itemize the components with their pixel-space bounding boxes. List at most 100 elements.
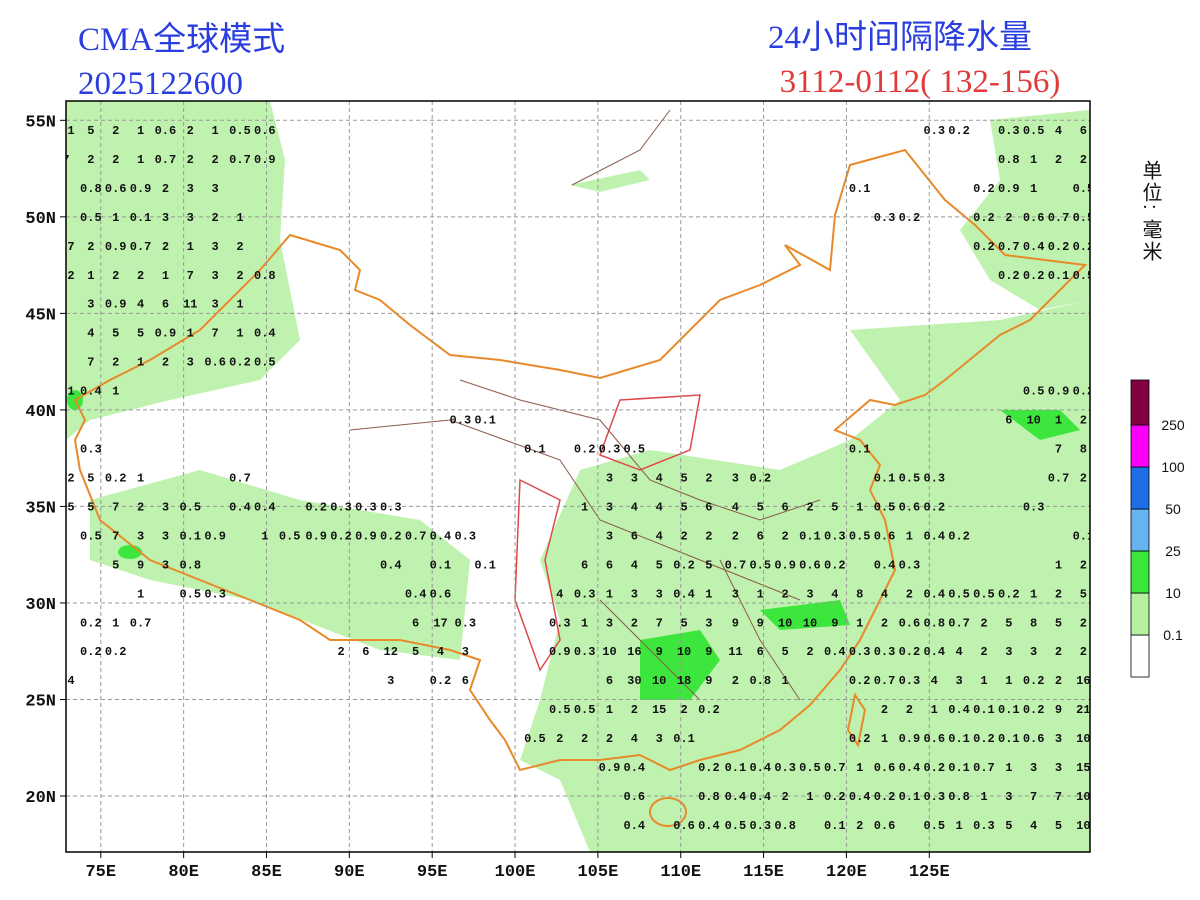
precip-value: 0.4: [380, 558, 402, 572]
precip-value: 7: [187, 269, 194, 283]
precip-value: 0.1: [1073, 529, 1095, 543]
lat-tick-label: 30N: [25, 596, 56, 615]
precip-value: 3: [1030, 645, 1037, 659]
precip-value: 4: [656, 529, 663, 543]
precip-value: 2: [806, 500, 813, 514]
precip-value: 0.4: [1023, 240, 1045, 254]
legend-level: 25: [1165, 543, 1181, 559]
precip-value: 3: [1005, 645, 1012, 659]
lon-tick-label: 80E: [168, 863, 199, 882]
precip-value: 0.2: [105, 645, 127, 659]
precip-value: 0.5: [749, 558, 771, 572]
precip-value: 0.7: [130, 616, 152, 630]
precip-value: 0.7: [229, 471, 251, 485]
precip-value: 0.1: [849, 182, 871, 196]
precip-value: 3: [732, 471, 739, 485]
precip-value: 0.4: [948, 703, 970, 717]
precip-value: 1: [606, 703, 613, 717]
precip-value: 0.4: [824, 645, 846, 659]
precip-value: 0.9: [105, 298, 127, 312]
precip-value: 9: [137, 558, 144, 572]
precip-value: 0.7: [229, 153, 251, 167]
precip-value: 0.1: [849, 443, 871, 457]
lon-tick-label: 95E: [417, 863, 448, 882]
precip-value: 0.6: [430, 587, 452, 601]
precip-value: 0.1: [725, 761, 747, 775]
lat-tick-label: 25N: [25, 692, 56, 711]
precip-value: 0.3: [330, 500, 352, 514]
legend-swatch: [1130, 634, 1150, 678]
precip-value: 4: [437, 645, 444, 659]
precip-value: 0.5: [923, 819, 945, 833]
precip-value: 0.5: [1073, 182, 1095, 196]
precip-value: 1: [782, 674, 789, 688]
lon-tick-label: 110E: [660, 863, 701, 882]
precip-value: 0.4: [749, 790, 771, 804]
precip-value: 3: [955, 674, 962, 688]
precip-value: 10: [803, 616, 817, 630]
precip-value: 2: [581, 732, 588, 746]
precip-value: 2: [680, 703, 687, 717]
precip-value: 0.8: [948, 790, 970, 804]
precip-value: 0.5: [179, 500, 201, 514]
precip-value: 0.2: [105, 471, 127, 485]
model-title: CMA全球模式: [78, 21, 285, 58]
precip-value: 0.3: [574, 645, 596, 659]
precip-value: 2: [337, 645, 344, 659]
precip-value: 0.6: [1023, 732, 1045, 746]
precip-value: 0.2: [973, 732, 995, 746]
precip-value: 0.7: [874, 674, 896, 688]
precip-shading: [66, 101, 1090, 852]
precip-value: 0.8: [254, 269, 276, 283]
precip-value: 0.6: [673, 819, 695, 833]
precip-value: 2: [782, 587, 789, 601]
precip-value: 0.1: [179, 529, 201, 543]
precip-value: 1: [980, 674, 987, 688]
precip-value: 4: [831, 587, 838, 601]
precip-value: 2: [906, 587, 913, 601]
precip-value: 0.8: [998, 153, 1020, 167]
precip-value: 5: [1005, 616, 1012, 630]
precip-value: 2: [87, 153, 94, 167]
precip-value: 0.2: [1023, 269, 1045, 283]
precip-value: 0.2: [574, 443, 596, 457]
precip-value: 0.4: [923, 645, 945, 659]
precip-value: 0.2: [673, 558, 695, 572]
precip-value: 5: [1055, 616, 1062, 630]
precip-value: 6: [581, 558, 588, 572]
precip-value: 0.2: [998, 587, 1020, 601]
precip-value: 0.7: [130, 240, 152, 254]
precip-value: 10: [652, 674, 666, 688]
legend-level: 10: [1165, 585, 1181, 601]
precip-value: 0.7: [1048, 471, 1070, 485]
precip-value: 0.4: [254, 500, 276, 514]
precip-value: 0.3: [923, 790, 945, 804]
legend-level: 100: [1161, 459, 1185, 475]
precip-value: 0.4: [899, 761, 921, 775]
precip-value: 0.1: [799, 529, 821, 543]
precip-value: 0.1: [948, 761, 970, 775]
precip-value: 4: [931, 674, 938, 688]
precip-value: 0.6: [874, 529, 896, 543]
precip-value: 1: [581, 616, 588, 630]
precip-value: 0.6: [254, 124, 276, 138]
precip-value: 4: [87, 327, 94, 341]
precip-value: 2: [1080, 616, 1087, 630]
precip-value: 0.2: [430, 674, 452, 688]
precip-value: 5: [87, 124, 94, 138]
precip-value: 4: [137, 298, 144, 312]
precip-value: 1: [67, 124, 74, 138]
precip-value: 0.3: [874, 645, 896, 659]
precip-value: 0.5: [524, 732, 546, 746]
precip-value: 0.4: [698, 819, 720, 833]
precip-value: 6: [462, 674, 469, 688]
precip-value: 0.3: [574, 587, 596, 601]
precip-value: 0.3: [599, 443, 621, 457]
precip-value: 1: [137, 471, 144, 485]
precip-value: 2: [236, 269, 243, 283]
precip-value: 2: [137, 500, 144, 514]
precip-value: 0.1: [474, 558, 496, 572]
precip-value: 0.1: [130, 211, 152, 225]
precip-value: 2: [1080, 153, 1087, 167]
precip-value: 0.2: [1023, 674, 1045, 688]
